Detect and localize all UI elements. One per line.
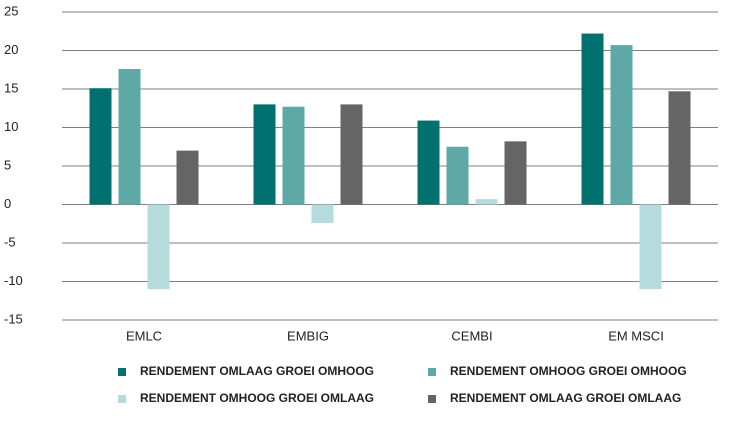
bar	[176, 150, 199, 205]
bar	[417, 120, 440, 205]
y-tick-label: 10	[4, 119, 18, 134]
x-tick-label: EM MSCI	[608, 328, 664, 343]
bar	[282, 106, 305, 205]
legend-swatch	[118, 395, 126, 403]
y-tick-label: -10	[4, 273, 23, 288]
legend-label: RENDEMENT OMHOOG GROEI OMLAAG	[140, 391, 374, 405]
y-tick-label: 0	[4, 196, 11, 211]
bar	[581, 33, 604, 205]
y-tick-label: 5	[4, 157, 11, 172]
bar	[504, 141, 527, 205]
bar	[147, 204, 170, 290]
x-tick-label: EMLC	[126, 328, 162, 343]
bar	[311, 204, 334, 223]
x-tick-label: EMBIG	[287, 328, 329, 343]
legend-swatch	[118, 368, 126, 376]
bar	[446, 146, 469, 205]
legend-label: RENDEMENT OMHOOG GROEI OMHOOG	[450, 364, 687, 378]
bar	[340, 104, 363, 205]
x-tick-label: CEMBI	[451, 328, 492, 343]
y-tick-label: 15	[4, 80, 18, 95]
bar	[118, 68, 141, 205]
legend-swatch	[428, 368, 436, 376]
bar	[89, 88, 112, 205]
bar	[475, 199, 498, 205]
legend-label: RENDEMENT OMLAAG GROEI OMLAAG	[450, 391, 681, 405]
y-tick-label: -15	[4, 311, 23, 326]
bar	[639, 204, 662, 290]
y-tick-label: 20	[4, 42, 18, 57]
y-tick-label: -5	[4, 234, 16, 249]
bar	[668, 91, 691, 205]
y-tick-label: 25	[4, 3, 18, 18]
legend-swatch	[428, 395, 436, 403]
bar	[610, 45, 633, 205]
bar	[253, 104, 276, 205]
legend-label: RENDEMENT OMLAAG GROEI OMHOOG	[140, 364, 374, 378]
